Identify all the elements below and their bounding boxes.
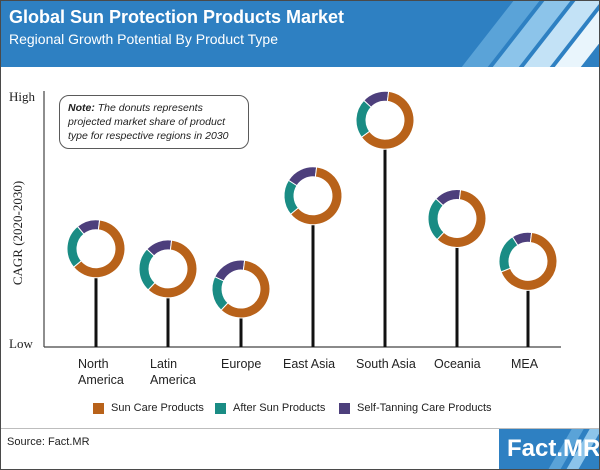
- donut-segment-europe-self-tanning-care-products: [214, 259, 246, 282]
- chart-plot: [43, 90, 561, 348]
- legend-label-self-tanning: Self-Tanning Care Products: [357, 402, 492, 414]
- donut-segment-south-asia-sun-care-products: [360, 90, 415, 150]
- donut-segment-oceania-after-sun-products: [427, 197, 445, 241]
- source-note: Source: Fact.MR: [7, 436, 90, 448]
- legend-swatch-after-sun: [215, 402, 226, 414]
- logo-text: Fact.MR: [507, 435, 599, 462]
- donut-segment-oceania-sun-care-products: [436, 189, 487, 248]
- donut-segment-mea-after-sun-products: [498, 236, 519, 273]
- note-text: The donuts represents projected market s…: [68, 102, 229, 142]
- note-bold: Note:: [68, 102, 95, 114]
- x-tick-label: East Asia: [283, 357, 336, 371]
- x-tick-label: North America: [78, 357, 124, 387]
- x-tick-label: Latin America: [150, 357, 196, 387]
- legend-swatch-self-tanning: [339, 402, 350, 414]
- factmr-logo: Fact.MR: [499, 429, 599, 469]
- donut-segment-latin-america-after-sun-products: [138, 248, 156, 291]
- x-tick-label: South Asia: [356, 357, 416, 371]
- header-banner: Global Sun Protection Products Market Re…: [1, 1, 599, 67]
- y-tick-low: Low: [9, 336, 33, 351]
- donut-segment-east-asia-sun-care-products: [289, 166, 343, 226]
- legend-item-after-sun: After Sun Products: [215, 402, 325, 414]
- legend: Sun Care Products After Sun Products Sel…: [1, 402, 599, 420]
- donut-segment-east-asia-self-tanning-care-products: [287, 166, 318, 187]
- legend-item-self-tanning: Self-Tanning Care Products: [339, 402, 492, 414]
- note-box: Note: The donuts represents projected ma…: [59, 95, 249, 149]
- x-tick-label: MEA: [511, 357, 539, 371]
- footer-divider: [1, 428, 599, 429]
- y-axis-label: CAGR (2020-2030): [10, 180, 25, 286]
- donut-segment-mea-sun-care-products: [500, 231, 558, 291]
- x-tick-label: Oceania: [434, 357, 481, 371]
- donut-segment-latin-america-sun-care-products: [147, 239, 198, 299]
- x-tick-label: Europe: [221, 357, 262, 371]
- legend-swatch-sun-care: [93, 402, 104, 414]
- legend-label-sun-care: Sun Care Products: [111, 402, 204, 414]
- donut-segment-north-america-sun-care-products: [72, 219, 126, 279]
- y-tick-high: High: [9, 89, 35, 104]
- chart-subtitle: Regional Growth Potential By Product Typ…: [9, 31, 279, 47]
- donut-segment-europe-sun-care-products: [220, 259, 271, 319]
- chart-title: Global Sun Protection Products Market: [9, 7, 345, 27]
- legend-label-after-sun: After Sun Products: [233, 402, 326, 414]
- legend-item-sun-care: Sun Care Products: [93, 402, 204, 414]
